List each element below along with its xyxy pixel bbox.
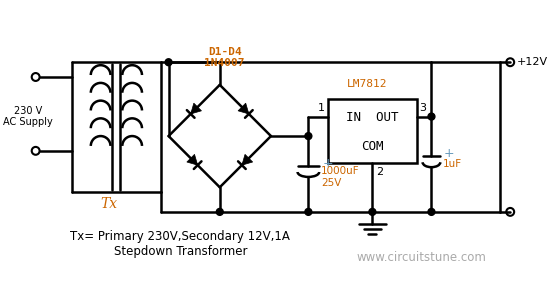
Circle shape [428, 209, 435, 215]
Text: +: + [322, 157, 333, 170]
Text: 1uF: 1uF [443, 159, 462, 169]
Polygon shape [187, 154, 198, 165]
Text: www.circuitstune.com: www.circuitstune.com [357, 251, 487, 264]
Circle shape [428, 113, 435, 120]
Polygon shape [191, 103, 201, 114]
Text: +: + [443, 147, 454, 160]
Text: 3: 3 [420, 103, 427, 113]
Circle shape [305, 209, 312, 215]
Circle shape [216, 209, 223, 215]
Polygon shape [238, 103, 249, 114]
Text: COM: COM [361, 140, 384, 153]
Text: D1-D4
1N4007: D1-D4 1N4007 [204, 46, 245, 68]
Bar [328, 99, 417, 163]
Text: 230 V
AC Supply: 230 V AC Supply [3, 106, 53, 127]
Text: 1000uF
25V: 1000uF 25V [321, 166, 360, 188]
Text: LM7812: LM7812 [347, 79, 388, 89]
Text: Tx: Tx [100, 197, 117, 211]
Circle shape [369, 209, 376, 215]
Circle shape [165, 59, 172, 66]
Text: Tx= Primary 230V,Secondary 12V,1A
Stepdown Transformer: Tx= Primary 230V,Secondary 12V,1A Stepdo… [70, 230, 290, 258]
Text: 2: 2 [376, 167, 384, 176]
Circle shape [305, 133, 312, 139]
Text: IN  OUT: IN OUT [346, 111, 398, 124]
Text: +12V: +12V [517, 57, 548, 67]
Text: 1: 1 [318, 103, 325, 113]
Polygon shape [242, 154, 253, 165]
